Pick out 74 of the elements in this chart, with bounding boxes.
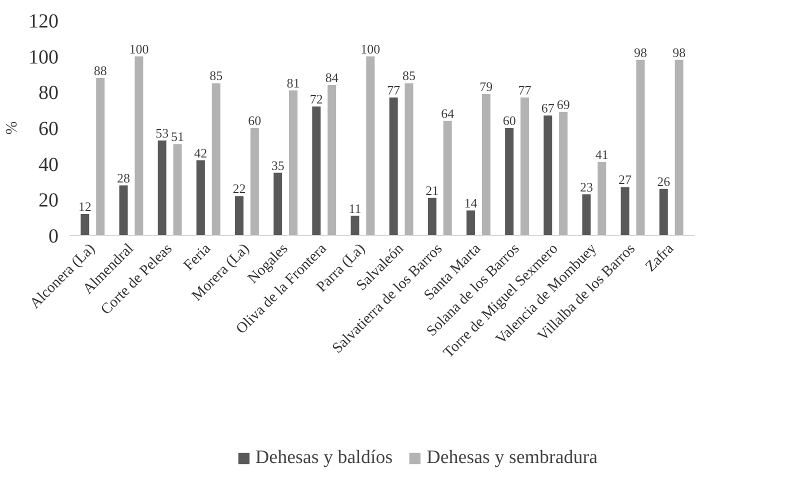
data-label: 72: [310, 92, 323, 106]
bar: [366, 56, 375, 236]
bar: [80, 214, 90, 236]
bar: [96, 78, 105, 236]
data-label: 14: [464, 195, 478, 210]
data-label: 35: [271, 158, 284, 173]
bar: [443, 120, 452, 236]
data-label: 77: [387, 82, 401, 98]
y-tick-label: 120: [28, 10, 58, 32]
data-label: 77: [518, 82, 532, 98]
data-label: 100: [129, 41, 149, 56]
bar: [582, 194, 591, 236]
bar: [428, 198, 436, 236]
data-label: 23: [580, 179, 593, 194]
y-tick-label: 40: [38, 154, 58, 176]
bar: [328, 85, 336, 236]
data-label: 98: [672, 44, 686, 60]
bar: [389, 98, 398, 236]
bar: [404, 83, 414, 236]
bar: [350, 216, 360, 236]
data-label: 12: [78, 199, 92, 214]
bar: [466, 210, 475, 236]
data-label: 79: [480, 78, 493, 94]
legend-label: Dehesas y sembradura: [426, 447, 598, 469]
bar: [274, 172, 282, 236]
bar: [559, 112, 568, 236]
data-label: 60: [502, 113, 516, 128]
data-label: 11: [348, 200, 362, 216]
data-label: 64: [441, 106, 455, 121]
data-label: 27: [618, 172, 632, 188]
data-label: 81: [286, 75, 300, 90]
data-label: 84: [325, 70, 339, 85]
bar: [520, 98, 529, 236]
bar: [173, 144, 182, 236]
bar: [598, 162, 606, 236]
bar: [544, 115, 552, 236]
data-label: 42: [194, 145, 208, 160]
y-tick-label: 80: [38, 82, 58, 104]
bar: [212, 83, 220, 236]
bar: [235, 196, 244, 236]
legend-label: Dehesas y baldíos: [255, 447, 393, 469]
data-label: 100: [360, 41, 380, 56]
bar: [620, 187, 630, 236]
data-label: 69: [556, 96, 570, 112]
bar: [250, 128, 259, 236]
data-label: 67: [541, 100, 555, 116]
bar: [636, 60, 645, 236]
data-label: 85: [402, 68, 416, 84]
bar: [659, 188, 668, 236]
data-label: 28: [117, 170, 130, 186]
data-label: 60: [248, 113, 262, 128]
y-tick-label: 60: [38, 118, 58, 140]
data-label: 51: [171, 129, 184, 144]
data-label: 53: [156, 126, 169, 141]
data-label: 98: [634, 44, 647, 60]
bar: [158, 140, 166, 236]
data-label: 21: [426, 182, 439, 198]
data-label: 88: [94, 62, 107, 78]
y-tick-label: 20: [38, 190, 58, 212]
data-label: 85: [210, 68, 223, 84]
bar: [134, 56, 144, 236]
bar: [482, 94, 490, 236]
bar: [196, 160, 205, 236]
data-label: 41: [595, 147, 608, 162]
bar: [119, 185, 128, 236]
bar: [674, 60, 684, 236]
y-axis-title: %: [4, 121, 20, 135]
bar: [289, 90, 298, 236]
bar: [312, 106, 321, 236]
y-tick-label: 100: [28, 46, 58, 68]
data-label: 22: [232, 181, 246, 196]
bar: [505, 128, 514, 236]
data-label: 26: [657, 174, 671, 189]
y-tick-label: 0: [48, 226, 58, 248]
